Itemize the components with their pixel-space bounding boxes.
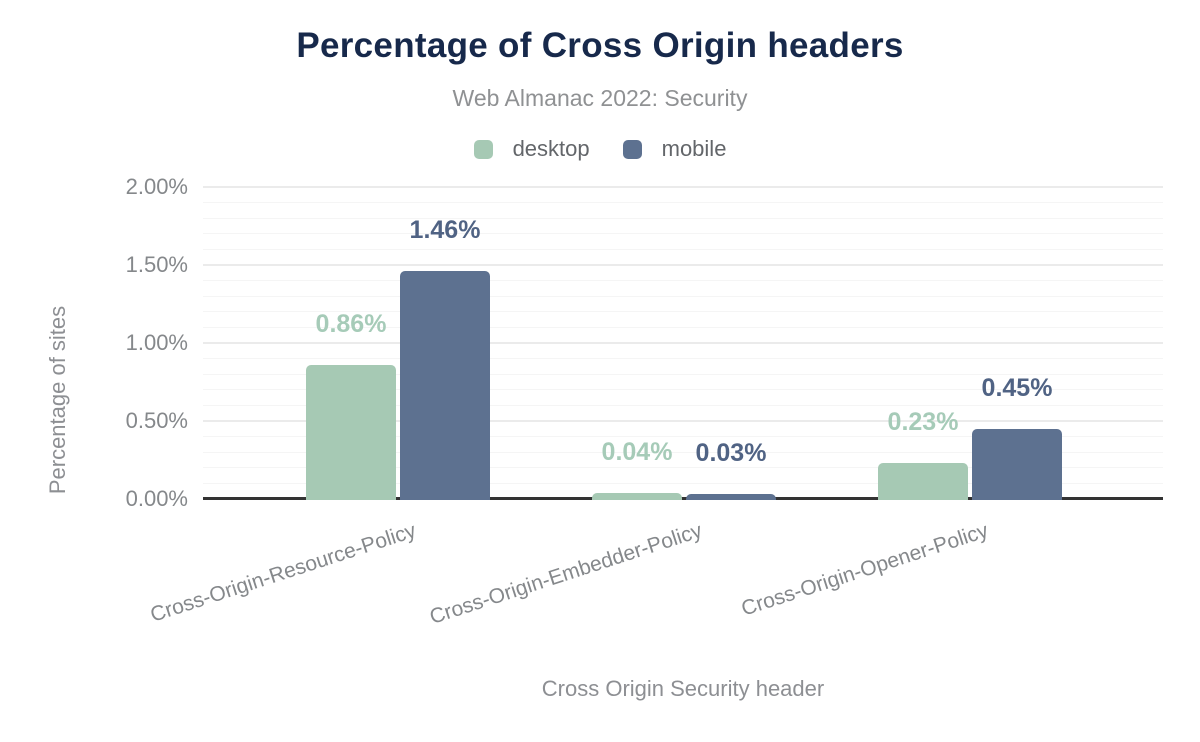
gridline-minor	[203, 217, 1163, 219]
legend-swatch-desktop	[473, 139, 493, 159]
bar-value-label: 0.86%	[315, 309, 387, 338]
y-tick-label: 2.00%	[125, 174, 188, 199]
gridline-minor	[203, 404, 1163, 406]
legend: desktop mobile	[0, 136, 1200, 162]
x-axis-line	[203, 497, 1163, 500]
bar-value-label: 0.45%	[981, 373, 1053, 402]
y-tick-label: 0.00%	[125, 486, 188, 511]
gridline-minor	[203, 389, 1163, 391]
gridline-minor	[203, 248, 1163, 250]
bar-desktop-1[interactable]	[592, 492, 682, 500]
x-category-label: Cross-Origin-Embedder-Policy	[427, 519, 706, 629]
gridline-minor	[203, 358, 1163, 360]
gridline-minor	[203, 373, 1163, 375]
y-axis-title: Percentage of sites	[45, 305, 70, 495]
legend-label: desktop	[512, 136, 590, 161]
gridline-minor	[203, 311, 1163, 313]
gridline-minor	[203, 436, 1163, 438]
y-tick-label: 1.00%	[125, 330, 188, 355]
chart-title: Percentage of Cross Origin headers	[296, 26, 904, 65]
y-tick-label: 0.50%	[125, 408, 188, 433]
x-category-label: Cross-Origin-Resource-Policy	[147, 519, 420, 627]
gridline-minor	[203, 482, 1163, 484]
x-category-label: Cross-Origin-Opener-Policy	[738, 519, 992, 621]
gridline-minor	[203, 451, 1163, 453]
gridline-minor	[203, 202, 1163, 204]
bar-value-label: 1.46%	[409, 216, 481, 245]
bar-mobile-1[interactable]	[686, 494, 776, 500]
legend-item-mobile[interactable]: mobile	[622, 136, 727, 162]
bar-value-label: 0.23%	[887, 408, 959, 437]
gridline-minor	[203, 233, 1163, 235]
gridline-major	[203, 186, 1163, 188]
gridline-major	[203, 342, 1163, 344]
y-tick-label: 1.50%	[125, 252, 188, 277]
legend-swatch-mobile	[622, 139, 642, 159]
gridline-minor	[203, 326, 1163, 328]
gridline-minor	[203, 280, 1163, 282]
bar-value-label: 0.03%	[695, 439, 767, 468]
bar-value-label: 0.04%	[601, 437, 673, 466]
bar-desktop-2[interactable]	[878, 463, 968, 500]
legend-item-desktop[interactable]: desktop	[473, 136, 590, 162]
bar-mobile-0[interactable]	[400, 271, 490, 500]
legend-label: mobile	[661, 136, 727, 161]
gridline-major	[203, 420, 1163, 422]
chart-subtitle: Web Almanac 2022: Security	[452, 85, 748, 111]
bar-mobile-2[interactable]	[972, 428, 1062, 500]
x-axis-title: Cross Origin Security header	[541, 676, 825, 701]
gridline-minor	[203, 467, 1163, 469]
gridline-minor	[203, 295, 1163, 297]
bar-desktop-0[interactable]	[306, 364, 396, 500]
gridline-major	[203, 264, 1163, 266]
